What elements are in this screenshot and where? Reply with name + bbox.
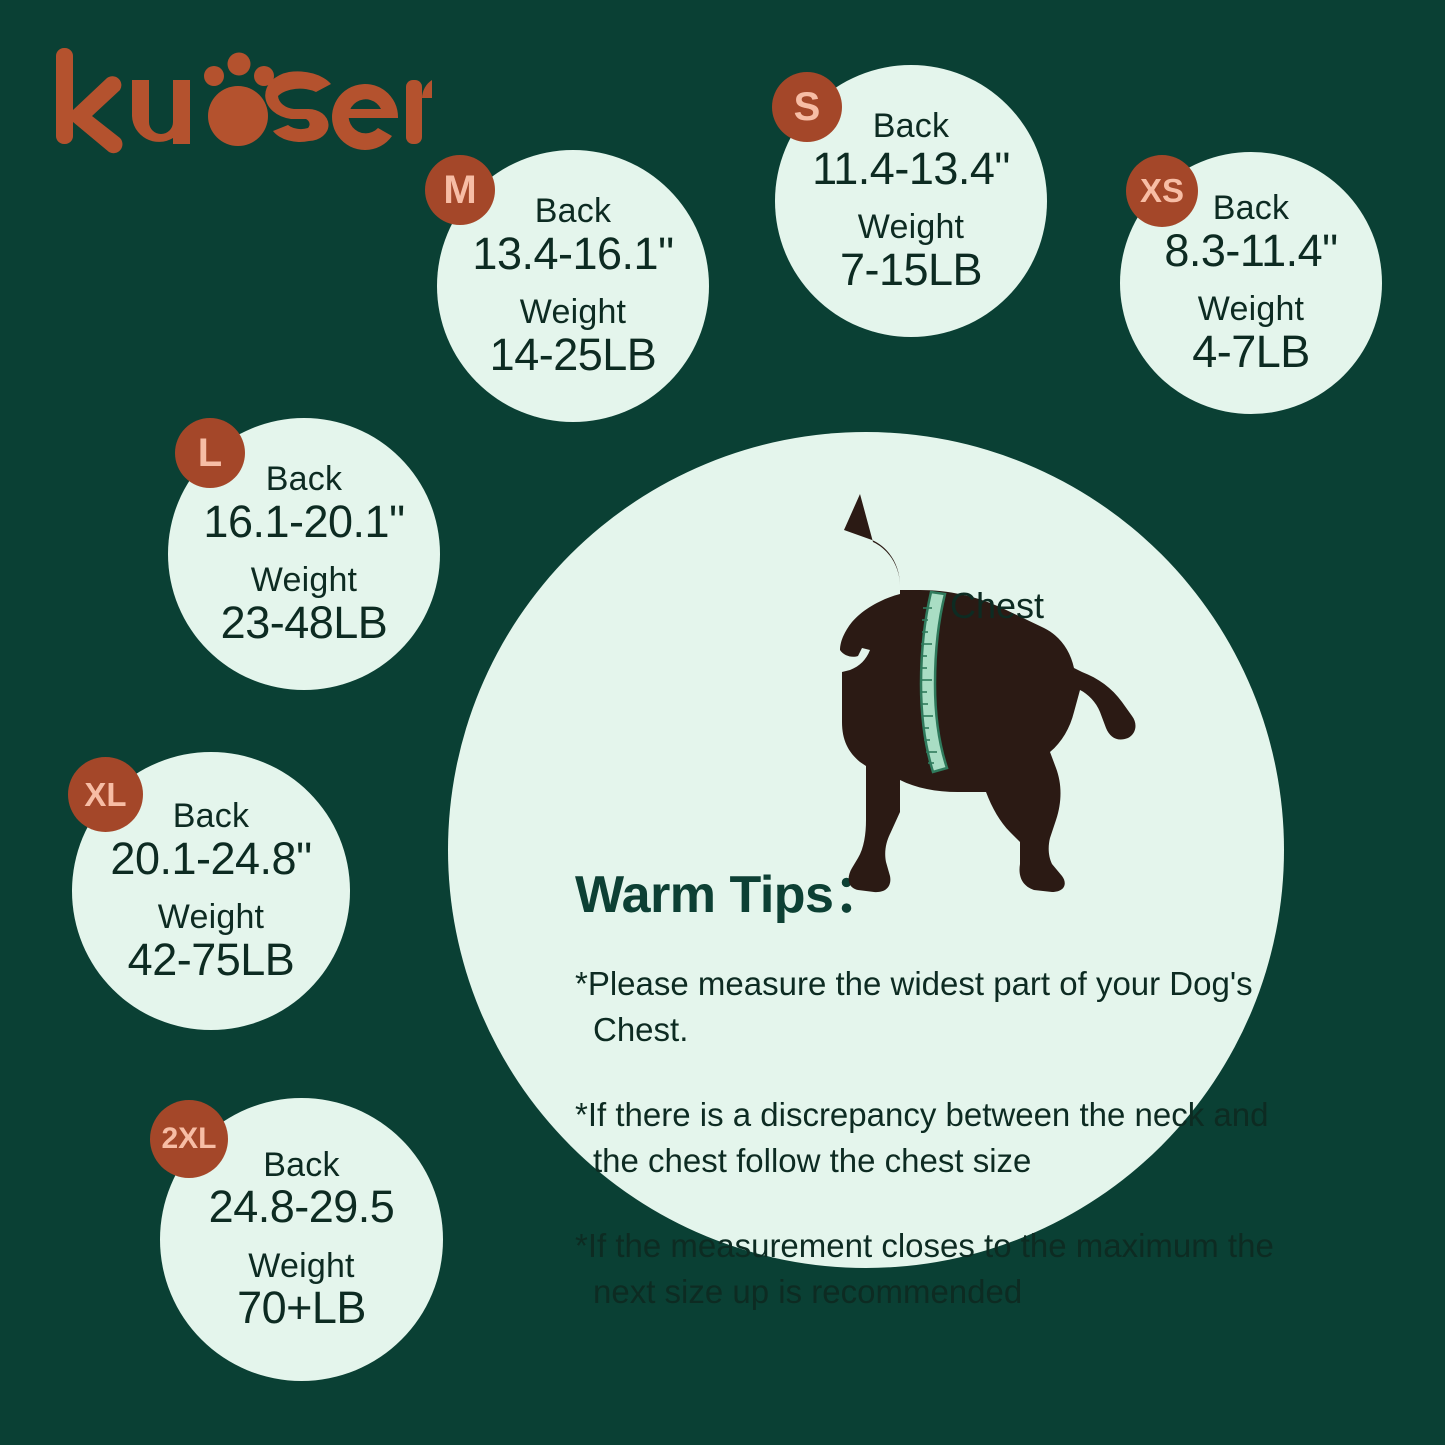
weight-label-s: Weight [857,208,965,246]
brand-logo [52,48,432,158]
weight-value-xl: 42-75LB [127,933,295,985]
weight-value-l: 23-48LB [220,596,388,648]
warm-tip-1: *Please measure the widest part of your … [575,965,1253,1048]
size-bubble-2xl: Back 24.8-29.5 Weight 70+LB [160,1098,443,1381]
size-bubble-xl: Back 20.1-24.8" Weight 42-75LB [72,752,350,1030]
back-value-l: 16.1-20.1" [203,495,405,547]
size-badge-xl: XL [68,757,143,832]
back-label-2xl: Back [263,1145,340,1184]
weight-value-m: 14-25LB [489,328,657,380]
weight-label-m: Weight [519,293,627,331]
weight-value-s: 7-15LB [839,243,983,295]
chest-label: Chest [950,585,1045,626]
size-badge-s: S [772,72,842,142]
weight-label-l: Weight [250,561,358,599]
warm-tip-3: *If the measurement closes to the maximu… [575,1227,1274,1310]
warm-tip-2: *If there is a discrepancy between the n… [575,1096,1269,1179]
weight-label-xl: Weight [157,898,265,936]
weight-label-xs: Weight [1197,290,1305,328]
weight-value-2xl: 70+LB [237,1282,366,1334]
warm-tips-heading: Warm Tips： [575,866,885,924]
back-value-2xl: 24.8-29.5 [208,1181,395,1233]
back-label-m: Back [534,192,612,231]
size-badge-2xl: 2XL [150,1100,228,1178]
weight-label-2xl: Weight [248,1246,355,1285]
dog-silhouette-icon [740,490,1260,940]
size-badge-xs: XS [1126,155,1198,227]
size-badge-l: L [175,418,245,488]
size-badge-m: M [425,155,495,225]
back-value-m: 13.4-16.1" [472,227,674,279]
back-value-s: 11.4-13.4" [812,142,1010,194]
weight-value-xs: 4-7LB [1192,325,1310,377]
back-label-s: Back [872,107,950,146]
back-label-xl: Back [172,797,250,836]
back-value-xs: 8.3-11.4" [1164,224,1338,276]
back-label-l: Back [265,460,343,499]
warm-tips-block: Warm Tips： *Please measure the widest pa… [575,852,1290,1314]
back-label-xs: Back [1212,189,1290,228]
back-value-xl: 20.1-24.8" [110,832,312,884]
